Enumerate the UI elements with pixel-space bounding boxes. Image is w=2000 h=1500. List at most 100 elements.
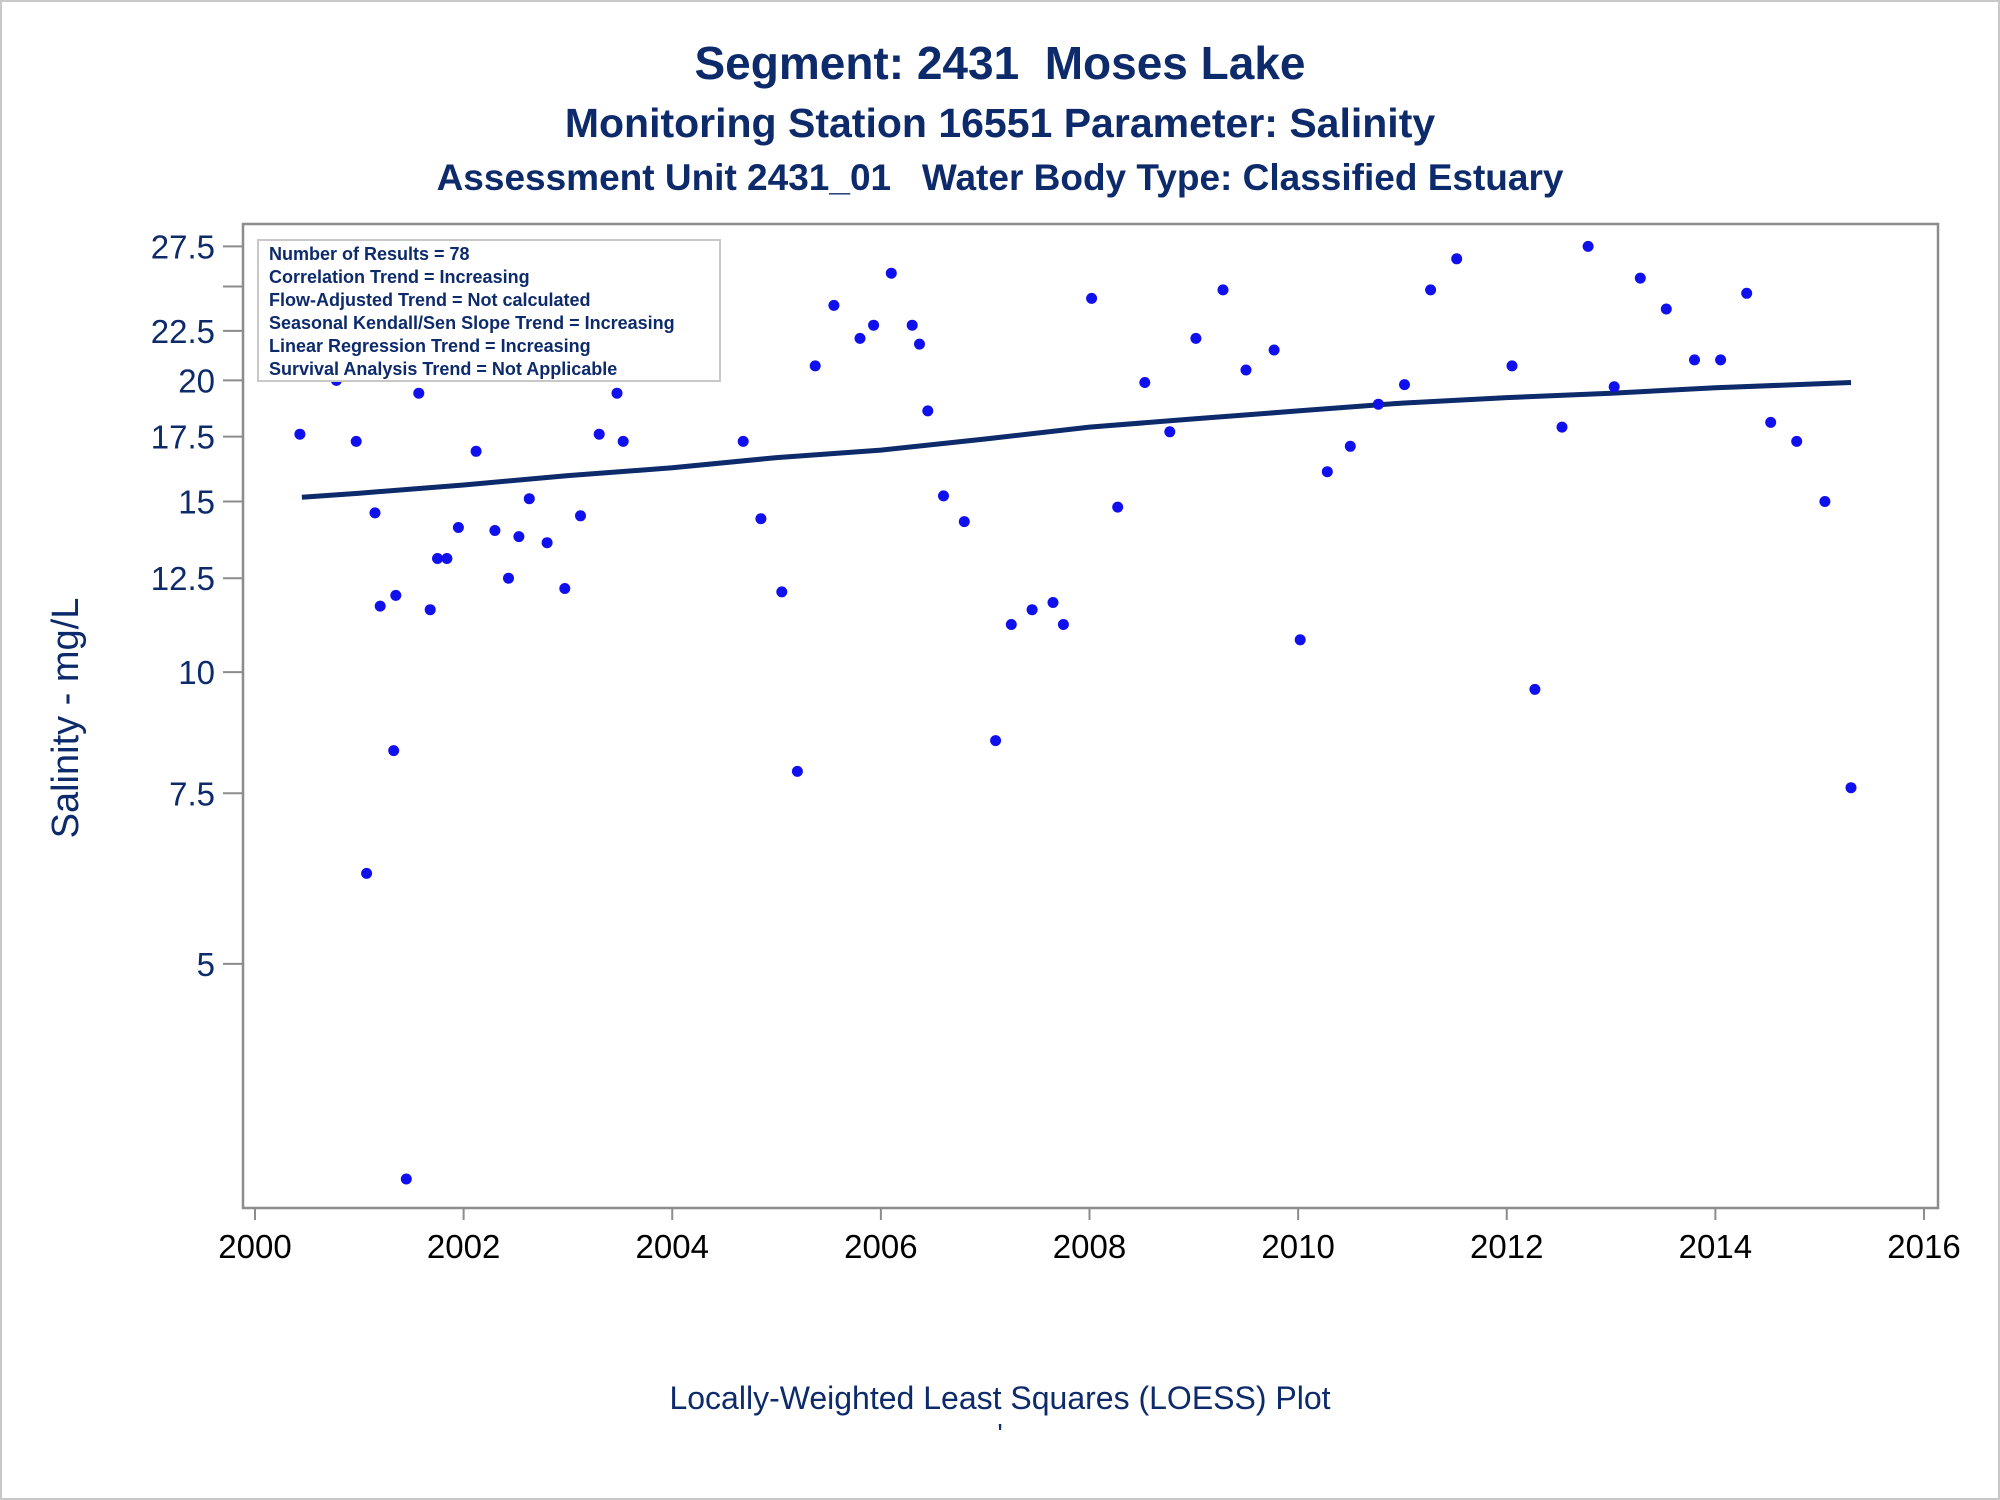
y-tick-label: 12.5 xyxy=(151,560,215,597)
y-tick-label: 20 xyxy=(178,362,215,399)
data-point xyxy=(541,537,553,549)
data-point xyxy=(388,745,400,757)
data-point xyxy=(369,507,381,519)
data-point xyxy=(1047,597,1059,608)
data-point xyxy=(990,735,1002,747)
x-tick-label: 2000 xyxy=(218,1228,291,1265)
chart-title: Segment: 2431 Moses Lake xyxy=(694,37,1306,89)
data-point xyxy=(914,338,925,350)
info-box-line: Seasonal Kendall/Sen Slope Trend = Incre… xyxy=(269,313,675,333)
data-point xyxy=(828,299,840,311)
chart-subtitle-station: Monitoring Station 16551 Parameter: Sali… xyxy=(564,100,1436,146)
data-point xyxy=(1026,604,1038,616)
data-point xyxy=(755,513,767,525)
y-tick-label: 5 xyxy=(197,946,215,983)
data-point xyxy=(1164,426,1176,438)
data-point xyxy=(1425,284,1437,296)
info-box-line: Survival Analysis Trend = Not Applicable xyxy=(269,359,617,379)
info-box-line: Linear Regression Trend = Increasing xyxy=(269,336,591,356)
data-point xyxy=(938,490,949,502)
x-tick-label: 2006 xyxy=(844,1228,917,1265)
data-point xyxy=(906,319,918,331)
data-point xyxy=(958,516,970,528)
data-point xyxy=(1344,440,1356,452)
x-tick-label: 2008 xyxy=(1053,1228,1126,1265)
data-point xyxy=(1005,619,1017,630)
y-tick-label: 10 xyxy=(178,654,215,691)
info-box-line: Flow-Adjusted Trend = Not calculated xyxy=(269,290,591,310)
y-axis-label-layer: Salinity - mg/L xyxy=(45,598,87,839)
data-point xyxy=(1217,284,1229,296)
data-point xyxy=(361,867,373,879)
data-point xyxy=(413,387,425,399)
data-point xyxy=(575,510,586,522)
data-point xyxy=(1321,466,1333,478)
data-point xyxy=(1845,782,1857,794)
data-point xyxy=(1057,619,1069,630)
x-tick-label: 2016 xyxy=(1887,1228,1960,1265)
data-point xyxy=(1634,272,1646,284)
data-point xyxy=(513,531,525,543)
y-tick-label: 22.5 xyxy=(151,313,215,350)
y-tick-label: 7.5 xyxy=(169,775,215,812)
data-points xyxy=(294,240,1857,1185)
footnote: Locally-Weighted Least Squares (LOESS) P… xyxy=(669,1380,1331,1416)
data-point xyxy=(885,267,897,279)
data-point xyxy=(611,387,623,399)
data-point xyxy=(1529,683,1541,695)
x-tick-label: 2014 xyxy=(1679,1228,1752,1265)
data-point xyxy=(424,604,436,616)
info-box-frame xyxy=(257,239,721,382)
info-box: Number of Results = 78 Correlation Trend … xyxy=(257,239,721,382)
data-point xyxy=(1556,421,1568,433)
data-point xyxy=(1715,354,1727,366)
data-point xyxy=(854,332,866,344)
data-point xyxy=(294,428,306,440)
y-tick-label: 17.5 xyxy=(151,419,215,456)
data-point xyxy=(737,435,749,447)
x-tick-label: 2002 xyxy=(427,1228,500,1265)
data-point xyxy=(1190,332,1202,344)
y-tick-label: 15 xyxy=(178,483,215,520)
data-point xyxy=(432,553,443,564)
data-point xyxy=(1112,501,1124,513)
info-box-line: Correlation Trend = Increasing xyxy=(269,267,530,287)
data-point xyxy=(922,405,934,417)
data-point xyxy=(1608,381,1620,393)
data-point xyxy=(503,572,514,584)
data-point xyxy=(1765,416,1777,428)
data-point xyxy=(1139,377,1151,388)
data-point xyxy=(1741,287,1753,299)
data-point xyxy=(374,600,386,612)
data-point xyxy=(1240,364,1252,376)
data-point xyxy=(1268,344,1280,356)
data-point xyxy=(523,493,535,505)
data-point xyxy=(350,435,362,447)
chart-subtitle-assessment: Assessment Unit 2431_01 Water Body Type:… xyxy=(436,157,1564,198)
data-point xyxy=(1399,379,1410,391)
data-point xyxy=(1451,253,1463,265)
data-point xyxy=(809,360,821,372)
axes: 2000 2002 2004 2006 2008 2010 2012 2014 201657.5… xyxy=(151,222,1961,1265)
data-point xyxy=(617,435,629,447)
data-point xyxy=(441,553,453,564)
data-point xyxy=(470,445,482,457)
data-point xyxy=(593,428,605,440)
info-box-line: Number of Results = 78 xyxy=(269,244,470,264)
data-point xyxy=(1819,496,1831,507)
x-tick-label: 2004 xyxy=(636,1228,709,1265)
data-point xyxy=(1791,435,1803,447)
data-point xyxy=(1689,354,1700,366)
footnote-mark: ' xyxy=(997,1418,1003,1449)
data-point xyxy=(1660,303,1672,315)
data-point xyxy=(559,583,571,594)
x-tick-label: 2012 xyxy=(1470,1228,1543,1265)
data-point xyxy=(1582,240,1594,252)
data-point xyxy=(791,765,803,777)
data-point xyxy=(489,525,501,536)
data-point xyxy=(1294,634,1306,646)
data-point xyxy=(400,1173,412,1185)
data-point xyxy=(1372,398,1384,410)
